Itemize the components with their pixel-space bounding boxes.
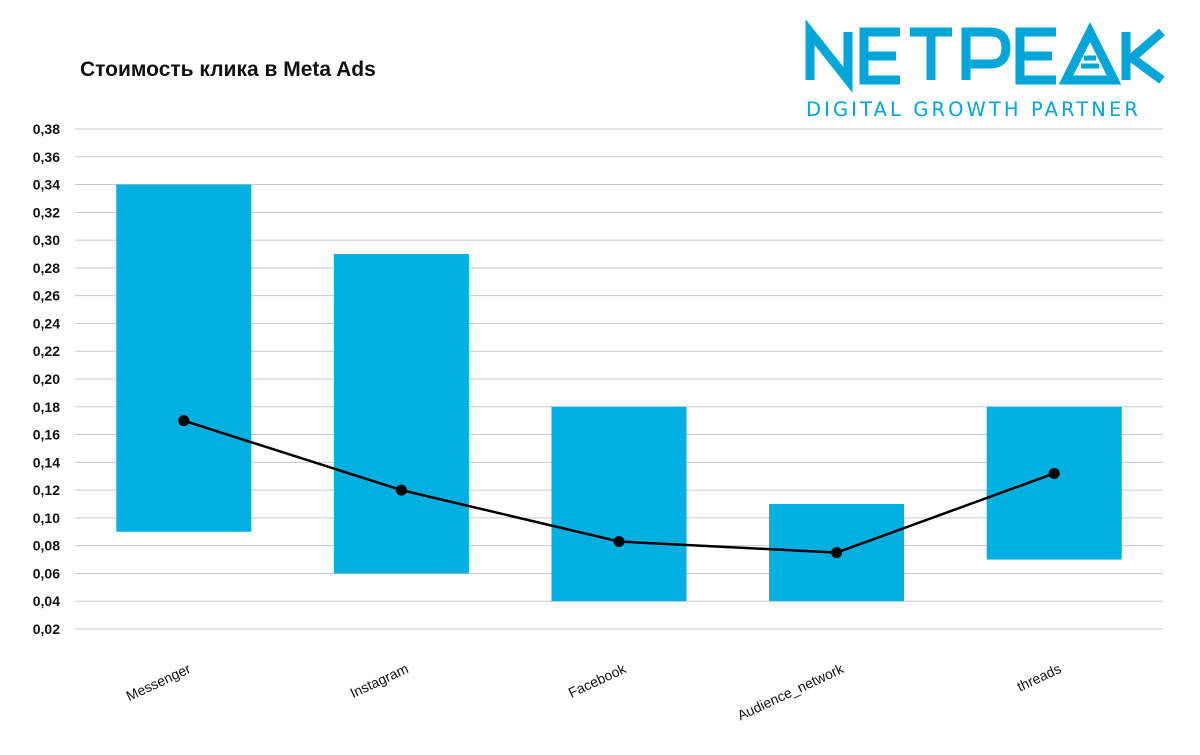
y-tick-label: 0,20 (33, 371, 60, 387)
x-axis-ticks: Messenger Instagram Facebook Audience_netwo… (124, 660, 1064, 724)
y-tick-label: 0,28 (33, 260, 60, 276)
x-tick-label: Audience_network (735, 660, 847, 724)
y-tick-label: 0,04 (33, 593, 60, 609)
y-tick-label: 0,02 (33, 621, 60, 637)
average-point (178, 415, 190, 427)
y-tick-label: 0,30 (33, 232, 60, 248)
y-tick-label: 0,16 (33, 427, 60, 443)
logo-a-stripes (1081, 55, 1099, 69)
x-tick-label: threads (1014, 660, 1063, 694)
netpeak-wordmark (805, 19, 1165, 93)
average-point (1048, 467, 1060, 479)
y-tick-label: 0,38 (33, 121, 60, 137)
y-tick-label: 0,24 (33, 315, 60, 331)
average-point (395, 484, 407, 496)
average-point (831, 547, 843, 559)
y-axis-ticks: 0,38 0,36 0,34 0,32 0,30 0,28 0,26 0,24 0,22 0,20… (33, 121, 60, 637)
average-point (613, 536, 625, 547)
range-bar-threads (986, 406, 1122, 560)
y-tick-label: 0,12 (33, 482, 60, 498)
logo-tagline: DIGITAL GROWTH PARTNER (806, 98, 1141, 121)
netpeak-logo: DIGITAL GROWTH PARTNER (805, 19, 1165, 121)
range-bar-instagram (333, 254, 469, 574)
chart-title: Стоимость клика в Meta Ads (80, 58, 376, 81)
y-tick-label: 0,36 (33, 149, 60, 165)
x-tick-label: Messenger (124, 660, 194, 704)
y-tick-label: 0,18 (33, 399, 60, 415)
y-tick-label: 0,14 (33, 454, 60, 470)
y-tick-label: 0,34 (33, 177, 60, 193)
range-bar-messenger (116, 184, 252, 532)
y-tick-label: 0,32 (33, 204, 60, 220)
x-tick-label: Facebook (566, 660, 629, 701)
x-tick-label: Instagram (347, 660, 410, 701)
range-bar-facebook (551, 406, 687, 602)
average-line (178, 415, 1060, 559)
y-tick-label: 0,08 (33, 538, 60, 554)
y-tick-label: 0,22 (33, 343, 60, 359)
y-tick-label: 0,10 (33, 510, 60, 526)
y-tick-label: 0,26 (33, 288, 60, 304)
range-bars (116, 184, 1122, 602)
y-tick-label: 0,06 (33, 565, 60, 581)
